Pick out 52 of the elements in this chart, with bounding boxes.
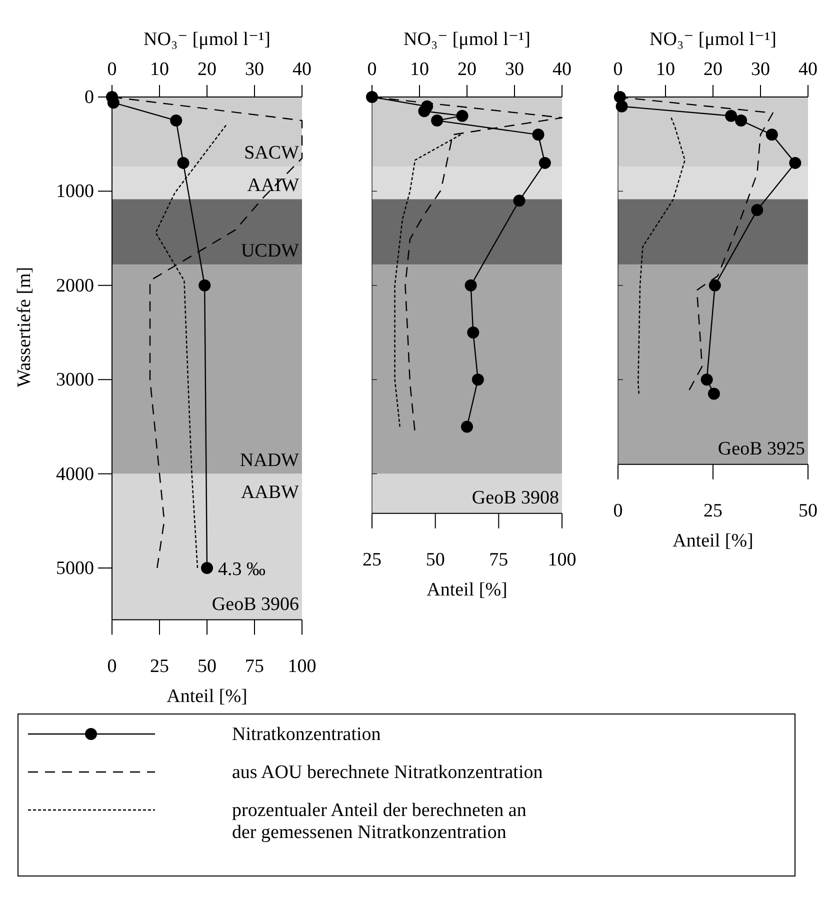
x2-tick-label: 0 <box>367 59 377 80</box>
x2-tick-label: 0 <box>613 59 623 80</box>
x2-tick-label: 20 <box>198 59 216 80</box>
x2-tick-label: 20 <box>458 59 476 80</box>
x-tick-label: 25 <box>704 500 722 522</box>
band-label: UCDW <box>240 240 300 262</box>
x2-tick-label: 30 <box>245 59 264 80</box>
text: aus AOU berechnete Nitratkonzentration <box>232 762 544 783</box>
x2-tick-label: 10 <box>410 59 429 80</box>
x-tick-label: 25 <box>362 549 382 570</box>
annotation: GeoB 3908 <box>472 487 559 508</box>
band-label: NADW <box>240 450 300 471</box>
x2-tick-label: 30 <box>751 59 770 80</box>
x-tick-label: 0 <box>107 656 117 677</box>
x-tick-label: 50 <box>798 500 818 522</box>
x-tick-label: 75 <box>245 656 264 677</box>
text: prozentualer Anteil der berechneten an der gemessenen Nitratkonzentration <box>232 800 527 843</box>
y-tick-label: 1000 <box>56 181 94 202</box>
x2-tick-label: 40 <box>798 59 818 80</box>
x2-tick-label: 0 <box>107 59 117 80</box>
annotation: 4.3 ‰ <box>218 559 266 580</box>
x-tick-label: 100 <box>288 656 316 677</box>
x2-axis-title: NO₃⁻ [μmol l⁻¹] <box>650 29 776 50</box>
band-label: SACW <box>244 142 300 164</box>
x2-tick-label: 40 <box>552 59 572 80</box>
x2-tick-label: 20 <box>704 59 722 80</box>
x2-tick-label: 10 <box>150 59 169 80</box>
annotation: GeoB 3925 <box>718 438 805 460</box>
x2-axis-title: NO₃⁻ [μmol l⁻¹] <box>404 29 530 50</box>
x-tick-label: 25 <box>150 656 169 677</box>
x-axis-title: Anteil [%] <box>426 579 508 600</box>
y-tick-label: 2000 <box>56 275 94 296</box>
x-axis-title: Anteil [%] <box>672 530 754 552</box>
x-tick-label: 100 <box>548 549 576 570</box>
x-tick-label: 0 <box>613 500 623 522</box>
band-label: AAIW <box>247 175 300 196</box>
y-tick-label: 3000 <box>56 370 94 391</box>
y-tick-label: 4000 <box>56 464 94 485</box>
y-axis-title: Wassertiefe [m] <box>14 266 35 388</box>
annotation: GeoB 3906 <box>212 594 299 615</box>
y-tick-label: 5000 <box>56 558 94 579</box>
text: Nitratkonzentration <box>232 724 382 745</box>
x-tick-label: 75 <box>489 549 508 570</box>
y-tick-label: 0 <box>84 87 94 108</box>
x-tick-label: 50 <box>198 656 216 677</box>
x-axis-title: Anteil [%] <box>166 686 248 707</box>
x2-axis-title: NO₃⁻ [μmol l⁻¹] <box>144 29 270 50</box>
x-tick-label: 50 <box>426 549 445 570</box>
x2-tick-label: 40 <box>292 59 312 80</box>
band-label: AABW <box>240 482 300 503</box>
x2-tick-label: 30 <box>505 59 524 80</box>
x2-tick-label: 10 <box>656 59 675 80</box>
